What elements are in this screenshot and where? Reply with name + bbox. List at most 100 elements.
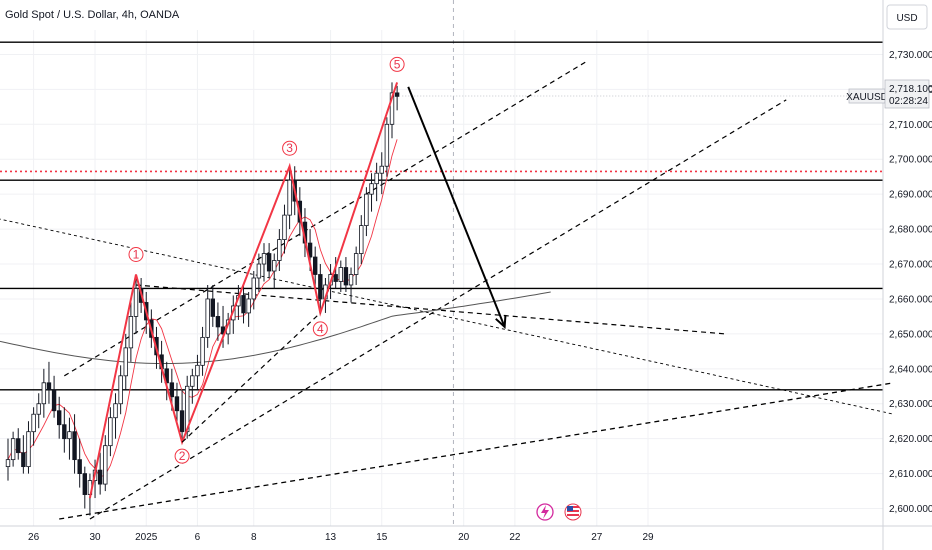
price-tick-label: 2,620.000 — [889, 434, 932, 445]
candles — [5, 82, 400, 516]
candle-body — [179, 410, 185, 433]
candle-body — [36, 403, 41, 415]
time-tick-label: 22 — [509, 532, 521, 543]
price-tick-label: 2,610.000 — [889, 469, 932, 480]
candle-body — [51, 389, 57, 412]
candle — [179, 389, 185, 439]
candle — [277, 229, 282, 272]
candle — [359, 215, 364, 265]
long-support-trendline — [59, 382, 894, 520]
wave-label-circle — [174, 448, 190, 464]
candle — [103, 435, 108, 492]
candle — [282, 204, 287, 254]
badge-price: 2,718.100 — [889, 84, 932, 95]
candle — [272, 253, 277, 289]
candle — [287, 169, 292, 230]
candle-body — [113, 403, 118, 419]
wave-label-5: 5 — [389, 56, 405, 72]
candle-body — [364, 193, 369, 227]
candle — [26, 421, 31, 474]
candle — [318, 264, 323, 310]
projection-arrow-shaft — [407, 86, 506, 328]
time-tick-label: 29 — [642, 532, 654, 543]
candle-body — [133, 288, 139, 317]
candle — [343, 257, 349, 292]
candle — [379, 152, 384, 195]
candle-body — [205, 298, 210, 338]
candle-body — [67, 431, 72, 440]
candle-body — [16, 438, 21, 454]
candle — [41, 368, 47, 418]
wave-label-text: 4 — [317, 322, 324, 336]
badge-symbol: XAUUSD — [846, 92, 888, 103]
grid — [0, 0, 883, 526]
candle-body — [118, 375, 123, 405]
time-axis[interactable]: 26 30 2025 6 8 13 15 20 22 27 29 — [28, 532, 654, 543]
candle — [16, 428, 21, 460]
us-flag-icon[interactable] — [564, 503, 582, 521]
candle — [97, 452, 103, 495]
candle-body — [82, 473, 87, 495]
candle-body — [128, 316, 134, 349]
candle — [338, 260, 343, 292]
wave-label-text: 3 — [286, 141, 293, 155]
currency-button[interactable]: USD — [886, 4, 928, 30]
candle — [123, 333, 128, 390]
badge-countdown: 02:28:24 — [889, 96, 928, 107]
candle — [251, 271, 256, 310]
candle — [389, 82, 395, 139]
candle-body — [348, 274, 354, 286]
price-tick-label: 2,600.000 — [889, 504, 932, 515]
candle — [205, 284, 210, 348]
price-tick-label: 2,730.000 — [889, 50, 932, 61]
price-tick-label: 2,650.000 — [889, 329, 932, 340]
candle — [210, 284, 215, 327]
candle-body — [41, 382, 47, 405]
candle — [62, 407, 67, 453]
candle-body — [195, 364, 200, 377]
candle — [5, 438, 11, 481]
projection-arrow-head — [495, 314, 507, 330]
candle-body — [200, 336, 205, 366]
wave-label-text: 5 — [394, 57, 401, 71]
wave-labels: 1 2 3 4 5 — [128, 56, 405, 464]
candle-body — [307, 242, 313, 258]
candle-body — [312, 256, 318, 275]
candle-body — [169, 382, 175, 398]
wave-label-4: 4 — [312, 321, 328, 337]
candle-body — [261, 253, 267, 265]
wave-label-2: 2 — [174, 448, 190, 464]
candle — [67, 417, 72, 460]
candle — [369, 173, 374, 212]
candle — [312, 246, 318, 289]
candle — [333, 257, 338, 289]
time-tick-label: 13 — [325, 532, 337, 543]
candle — [364, 187, 369, 237]
wave-label-circle — [389, 56, 405, 72]
candle-body — [369, 183, 374, 195]
candle — [82, 466, 87, 509]
candle-body — [394, 92, 400, 97]
candle-body — [379, 165, 384, 174]
candle-body — [338, 267, 343, 282]
candle-body — [108, 417, 113, 447]
wave-support-line — [181, 312, 321, 443]
price-tick-label: 2,660.000 — [889, 294, 932, 305]
candle — [384, 117, 390, 177]
wave-label-3: 3 — [282, 140, 298, 156]
lightning-icon[interactable] — [536, 503, 554, 521]
candle-body — [210, 298, 215, 317]
currency-label: USD — [896, 13, 917, 24]
candle — [174, 382, 180, 425]
candle — [348, 267, 354, 303]
candle — [108, 407, 113, 457]
candle — [77, 438, 82, 488]
candle-body — [241, 295, 246, 314]
candle — [190, 368, 195, 404]
candle — [72, 414, 77, 474]
wave-label-text: 1 — [133, 248, 140, 262]
candle-body — [246, 298, 251, 314]
candle-body — [343, 267, 349, 286]
candle — [51, 375, 57, 418]
